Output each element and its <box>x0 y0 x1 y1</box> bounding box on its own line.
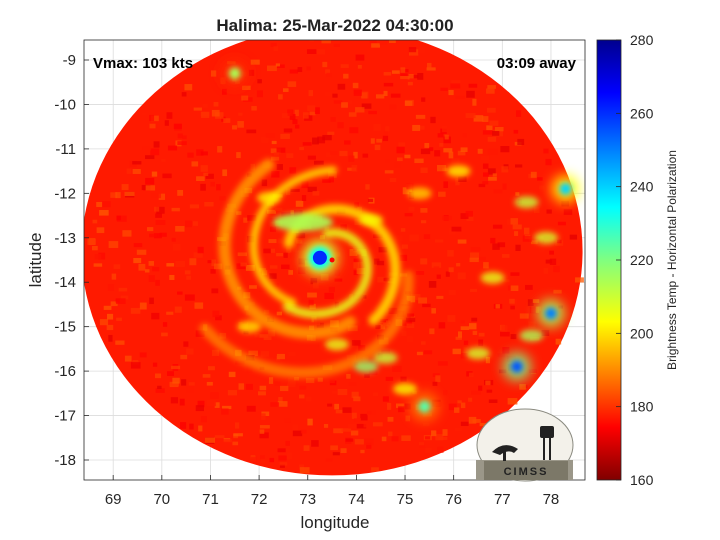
x-tick-label: 77 <box>494 491 511 508</box>
colorbar-tick-label: 180 <box>630 399 654 415</box>
x-tick-label: 78 <box>543 491 560 508</box>
vmax-annotation: Vmax: 103 kts <box>93 55 193 72</box>
eye-mark <box>329 257 335 263</box>
y-tick-label: -12 <box>54 185 76 202</box>
y-tick-label: -17 <box>54 408 76 425</box>
plot-title: Halima: 25-Mar-2022 04:30:00 <box>216 16 453 35</box>
x-tick-label: 70 <box>153 491 170 508</box>
x-tick-label: 72 <box>251 491 268 508</box>
convective-features <box>220 59 580 421</box>
x-tick-label: 74 <box>348 491 365 508</box>
rainband-cells <box>237 165 559 395</box>
x-axis-label: longitude <box>300 513 369 532</box>
y-tick-label: -11 <box>55 141 76 158</box>
logo-text: CIMSS <box>504 466 549 478</box>
convective-cell-mark <box>551 174 580 203</box>
x-tick-label: 71 <box>202 491 219 508</box>
y-tick-label: -15 <box>54 319 76 336</box>
y-tick-label: -16 <box>54 363 76 380</box>
x-tick-label: 76 <box>445 491 462 508</box>
colorbar-tick-label: 240 <box>630 179 654 195</box>
x-tick-label: 69 <box>105 491 122 508</box>
colorbar-tick-label: 260 <box>630 105 654 121</box>
convective-cell-mark <box>536 299 565 328</box>
convective-cell-mark <box>220 59 249 88</box>
inner-band-mark <box>272 213 333 232</box>
y-axis-ticks: -9 -10 -11 -12 -13 -14 -15 -16 -17 -18 <box>54 52 89 469</box>
axes-frame <box>83 39 586 481</box>
y-tick-label: -13 <box>54 230 76 247</box>
convective-cell-mark <box>410 392 439 421</box>
eyewall-mark <box>301 239 338 276</box>
time-away-annotation: 03:09 away <box>497 55 577 72</box>
colorbar-tick-label: 220 <box>630 252 654 268</box>
y-axis-label: latitude <box>26 233 45 288</box>
brightness-temp-swath <box>84 40 584 476</box>
y-tick-label: -14 <box>54 274 76 291</box>
convective-cell-mark <box>502 352 531 381</box>
colorbar-tick-label: 200 <box>630 325 654 341</box>
y-tick-label: -10 <box>54 96 76 113</box>
colorbar-tick-label: 280 <box>630 32 654 48</box>
y-tick-label: -9 <box>63 52 76 69</box>
colorbar-ticks: 160 180 200 220 240 260 280 <box>616 32 654 488</box>
spiral-bands <box>199 158 414 379</box>
colorbar-tick-label: 160 <box>630 472 654 488</box>
colorbar-label: Brightness Temp - Horizontal Polarizatio… <box>665 150 679 370</box>
x-tick-label: 73 <box>299 491 316 508</box>
cimss-logo: CIMSS <box>476 408 574 482</box>
x-axis-ticks: 69 70 71 72 73 74 75 76 77 78 <box>105 475 559 508</box>
x-tick-label: 75 <box>397 491 414 508</box>
y-tick-label: -18 <box>54 452 76 469</box>
